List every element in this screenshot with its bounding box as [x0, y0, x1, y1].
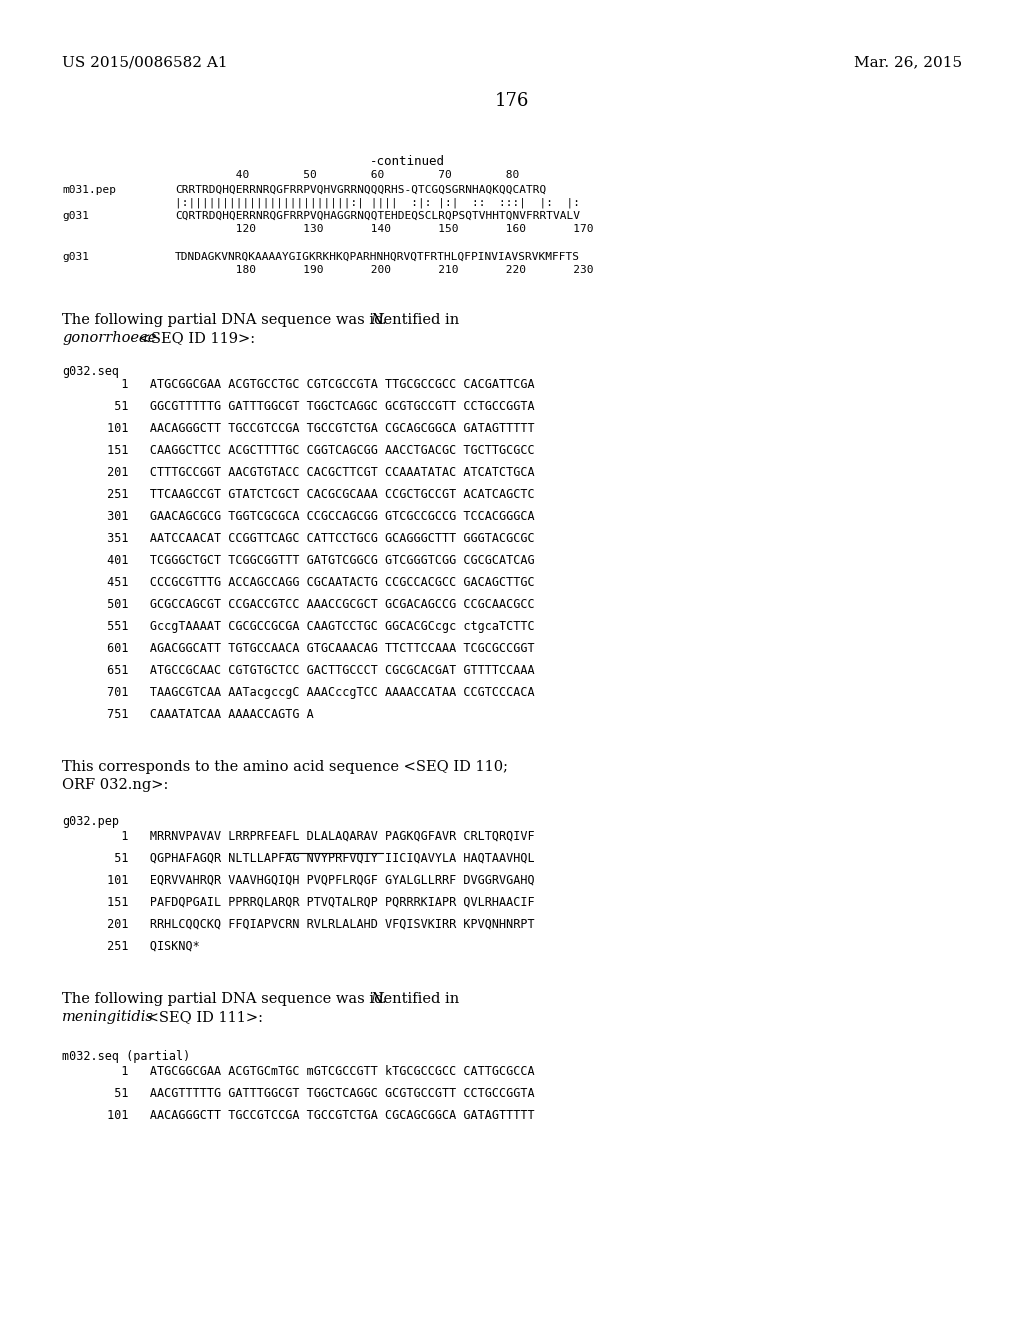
Text: g031: g031	[62, 211, 89, 220]
Text: gonorrhoeae: gonorrhoeae	[62, 331, 157, 345]
Text: N.: N.	[370, 993, 386, 1006]
Text: N.: N.	[370, 313, 386, 327]
Text: 401   TCGGGCTGCT TCGGCGGTTT GATGTCGGCG GTCGGGTCGG CGCGCATCAG: 401 TCGGGCTGCT TCGGCGGTTT GATGTCGGCG GTC…	[100, 554, 535, 568]
Text: 51   AACGTTTTTG GATTTGGCGT TGGCTCAGGC GCGTGCCGTT CCTGCCGGTA: 51 AACGTTTTTG GATTTGGCGT TGGCTCAGGC GCGT…	[100, 1086, 535, 1100]
Text: 701   TAAGCGTCAA AATacgccgC AAACccgTCC AAAACCATAA CCGTCCCACA: 701 TAAGCGTCAA AATacgccgC AAACccgTCC AAA…	[100, 686, 535, 700]
Text: g032.pep: g032.pep	[62, 814, 119, 828]
Text: 1   ATGCGGCGAA ACGTGCCTGC CGTCGCCGTA TTGCGCCGCC CACGATTCGA: 1 ATGCGGCGAA ACGTGCCTGC CGTCGCCGTA TTGCG…	[100, 378, 535, 391]
Text: 176: 176	[495, 92, 529, 110]
Text: 301   GAACAGCGCG TGGTCGCGCA CCGCCAGCGG GTCGCCGCCG TCCACGGGCA: 301 GAACAGCGCG TGGTCGCGCA CCGCCAGCGG GTC…	[100, 510, 535, 523]
Text: 251   TTCAAGCCGT GTATCTCGCT CACGCGCAAA CCGCTGCCGT ACATCAGCTC: 251 TTCAAGCCGT GTATCTCGCT CACGCGCAAA CCG…	[100, 488, 535, 502]
Text: g031: g031	[62, 252, 89, 261]
Text: m031.pep: m031.pep	[62, 185, 116, 195]
Text: US 2015/0086582 A1: US 2015/0086582 A1	[62, 55, 227, 69]
Text: The following partial DNA sequence was identified in: The following partial DNA sequence was i…	[62, 313, 464, 327]
Text: 120       130       140       150       160       170: 120 130 140 150 160 170	[175, 224, 594, 234]
Text: g032.seq: g032.seq	[62, 366, 119, 378]
Text: 201   CTTTGCCGGT AACGTGTACC CACGCTTCGT CCAAATATAC ATCATCTGCA: 201 CTTTGCCGGT AACGTGTACC CACGCTTCGT CCA…	[100, 466, 535, 479]
Text: 101   EQRVVAHRQR VAAVHGQIQH PVQPFLRQGF GYALGLLRRF DVGGRVGAHQ: 101 EQRVVAHRQR VAAVHGQIQH PVQPFLRQGF GYA…	[100, 874, 535, 887]
Text: This corresponds to the amino acid sequence <SEQ ID 110;: This corresponds to the amino acid seque…	[62, 760, 508, 774]
Text: 151   CAAGGCTTCC ACGCTTTTGC CGGTCAGCGG AACCTGACGC TGCTTGCGCC: 151 CAAGGCTTCC ACGCTTTTGC CGGTCAGCGG AAC…	[100, 444, 535, 457]
Text: 501   GCGCCAGCGT CCGACCGTCC AAACCGCGCT GCGACAGCCG CCGCAACGCC: 501 GCGCCAGCGT CCGACCGTCC AAACCGCGCT GCG…	[100, 598, 535, 611]
Text: CQRTRDQHQERRNRQGFRRPVQHAGGRNQQTEHDEQSCLRQPSQTVHHTQNVFRRТVALV: CQRTRDQHQERRNRQGFRRPVQHAGGRNQQTEHDEQSCLR…	[175, 211, 580, 220]
Text: 180       190       200       210       220       230: 180 190 200 210 220 230	[175, 265, 594, 275]
Text: 1   ATGCGGCGAA ACGTGCmTGC mGTCGCCGTT kTGCGCCGCC CATTGCGCCA: 1 ATGCGGCGAA ACGTGCmTGC mGTCGCCGTT kTGCG…	[100, 1065, 535, 1078]
Text: 251   QISKNQ*: 251 QISKNQ*	[100, 940, 200, 953]
Text: -continued: -continued	[370, 154, 445, 168]
Text: 101   AACAGGGCTT TGCCGTCCGA TGCCGTCTGA CGCAGCGGCA GATAGTTTTT: 101 AACAGGGCTT TGCCGTCCGA TGCCGTCTGA CGC…	[100, 1109, 535, 1122]
Text: TDNDAGKVNRQKAAAAYGIGKRKHKQPARHNHQRVQTFRTHLQFPINVIAVSRVKMFFTS: TDNDAGKVNRQKAAAAYGIGKRKHKQPARHNHQRVQTFRT…	[175, 252, 580, 261]
Text: 40        50        60        70        80: 40 50 60 70 80	[175, 170, 519, 180]
Text: 51   QGPHAFAGQR NLTLLAPFAG NVYPRFVQIY IICIQAVYLA HAQTAAVHQL: 51 QGPHAFAGQR NLTLLAPFAG NVYPRFVQIY IICI…	[100, 851, 535, 865]
Text: 351   AATCCAACAT CCGGTTCAGC CATTCCTGCG GCAGGGCTTT GGGTACGCGC: 351 AATCCAACAT CCGGTTCAGC CATTCCTGCG GCA…	[100, 532, 535, 545]
Text: 201   RRHLCQQCKQ FFQIAPVCRN RVLRLALAHD VFQISVKIRR KPVQNHNRPT: 201 RRHLCQQCKQ FFQIAPVCRN RVLRLALAHD VFQ…	[100, 917, 535, 931]
Text: m032.seq (partial): m032.seq (partial)	[62, 1049, 190, 1063]
Text: 451   CCCGCGTTTG ACCAGCCAGG CGCAATACTG CCGCCACGCC GACAGCTTGC: 451 CCCGCGTTTG ACCAGCCAGG CGCAATACTG CCG…	[100, 576, 535, 589]
Text: 151   PAFDQPGAIL PPRRQLARQR PTVQTALRQP PQRRRKIAPR QVLRHAACIF: 151 PAFDQPGAIL PPRRQLARQR PTVQTALRQP PQR…	[100, 896, 535, 909]
Text: meningitidis: meningitidis	[62, 1010, 154, 1024]
Text: The following partial DNA sequence was identified in: The following partial DNA sequence was i…	[62, 993, 464, 1006]
Text: ORF 032.ng>:: ORF 032.ng>:	[62, 777, 168, 792]
Text: 1   MRRNVPAVAV LRRPRFEAFL DLALAQARAV PAGKQGFAVR CRLTQRQIVF: 1 MRRNVPAVAV LRRPRFEAFL DLALAQARAV PAGKQ…	[100, 830, 535, 843]
Text: 101   AACAGGGCTT TGCCGTCCGA TGCCGTCTGA CGCAGCGGCA GATAGTTTTT: 101 AACAGGGCTT TGCCGTCCGA TGCCGTCTGA CGC…	[100, 422, 535, 436]
Text: 551   GccgTAAAAT CGCGCCGCGA CAAGTCCTGC GGCACGCcgc ctgcaTCTTC: 551 GccgTAAAAT CGCGCCGCGA CAAGTCCTGC GGC…	[100, 620, 535, 634]
Text: <SEQ ID 119>:: <SEQ ID 119>:	[134, 331, 255, 345]
Text: |:||||||||||||||||||||||||:| ||||  :|: |:|  ::  :::|  |:  |:: |:||||||||||||||||||||||||:| |||| :|: |:…	[175, 198, 580, 209]
Text: <SEQ ID 111>:: <SEQ ID 111>:	[142, 1010, 263, 1024]
Text: CRRTRDQHQERRNRQGFRRPVQHVGRRNQQQRHS-QTCGQSGRNHAQKQQCATRQ: CRRTRDQHQERRNRQGFRRPVQHVGRRNQQQRHS-QTCGQ…	[175, 185, 546, 195]
Text: 601   AGACGGCATT TGTGCCAACA GTGCAAACAG TTCTTCCAAA TCGCGCCGGT: 601 AGACGGCATT TGTGCCAACA GTGCAAACAG TTC…	[100, 642, 535, 655]
Text: 51   GGCGTTTTTG GATTTGGCGT TGGCTCAGGC GCGTGCCGTT CCTGCCGGTA: 51 GGCGTTTTTG GATTTGGCGT TGGCTCAGGC GCGT…	[100, 400, 535, 413]
Text: 651   ATGCCGCAAC CGTGTGCTCC GACTTGCCCT CGCGCACGAT GTTTTCCAAA: 651 ATGCCGCAAC CGTGTGCTCC GACTTGCCCT CGC…	[100, 664, 535, 677]
Text: 751   CAAATATCAA AAAACCAGTG A: 751 CAAATATCAA AAAACCAGTG A	[100, 708, 313, 721]
Text: Mar. 26, 2015: Mar. 26, 2015	[854, 55, 962, 69]
